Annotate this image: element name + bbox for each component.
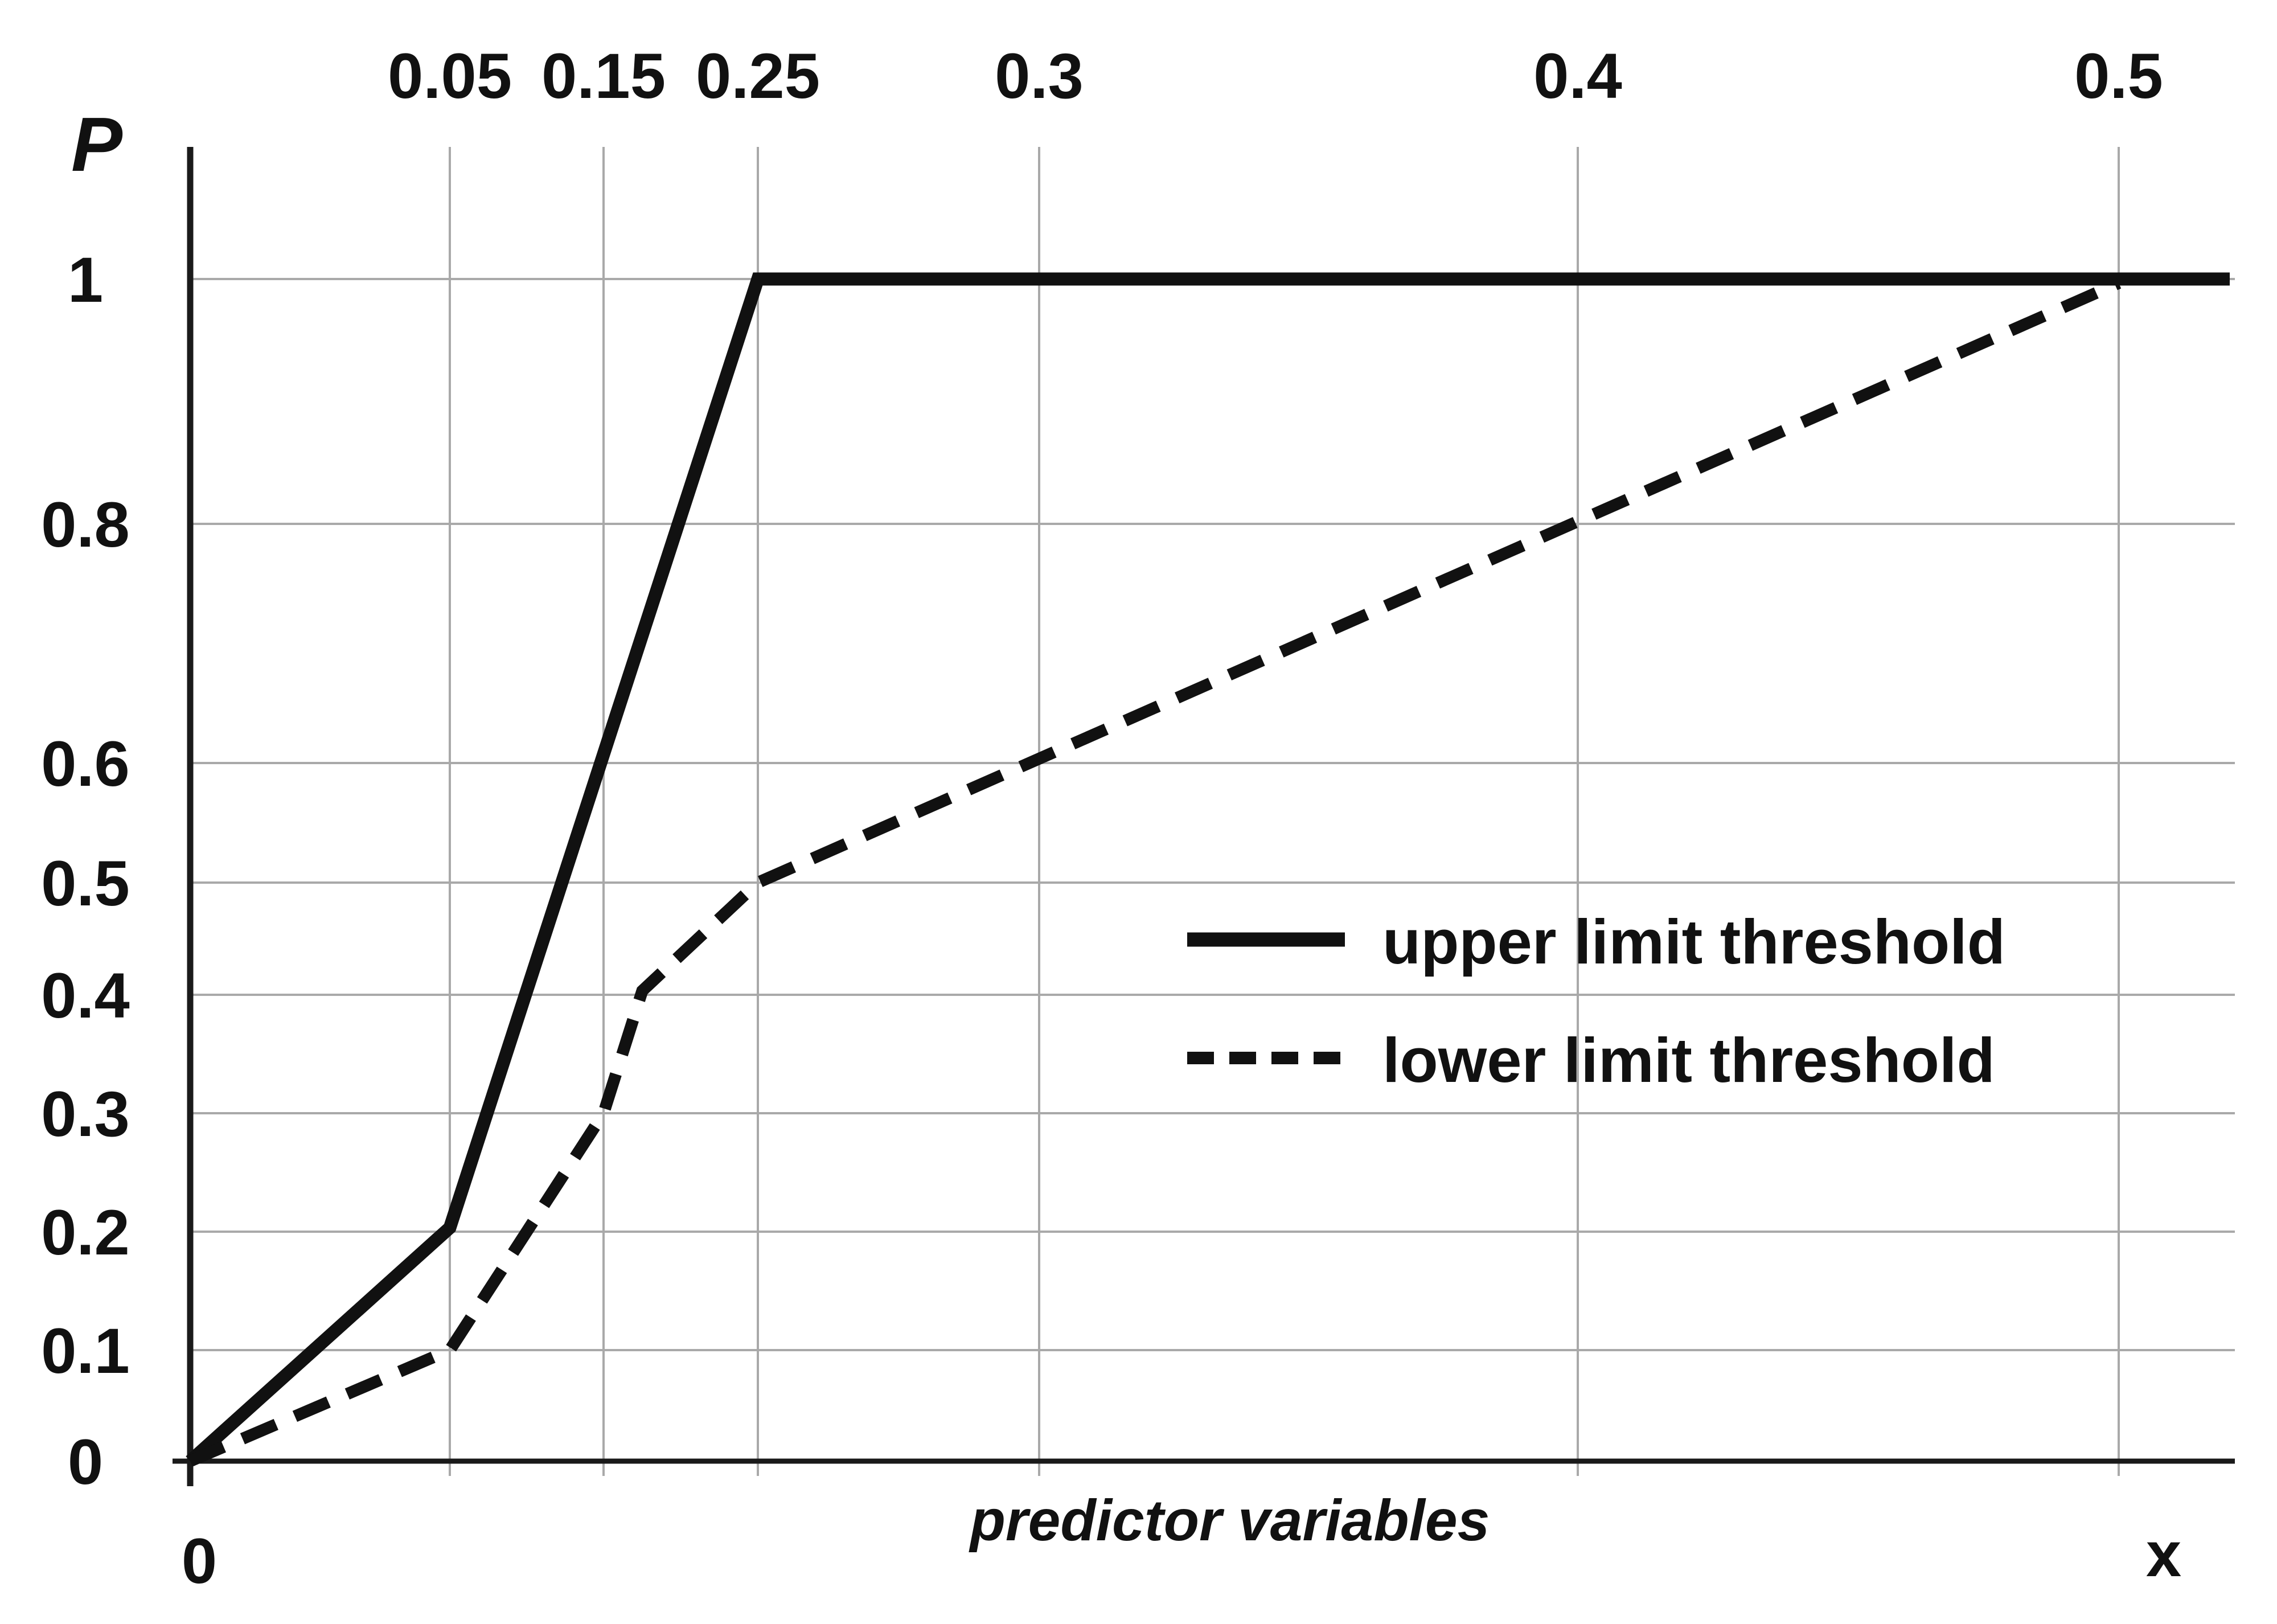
upper-limit-threshold-line (186, 272, 2230, 1466)
axes-layer (173, 147, 2235, 1486)
x-tick-label-0.15: 0.15 (541, 40, 666, 112)
y-axis-zero-label: 0 (68, 1426, 103, 1498)
x-tick-label-0.05: 0.05 (388, 40, 512, 112)
x-axis-title: predictor variables (969, 1488, 1490, 1553)
y-tick-label-0.1: 0.1 (41, 1315, 130, 1387)
y-axis-title: P (71, 101, 123, 187)
x-axis-zero-label: 0 (182, 1525, 217, 1597)
x-tick-label-0.3: 0.3 (995, 40, 1084, 112)
y-tick-label-0.2: 0.2 (41, 1197, 130, 1268)
legend-label-upper: upper limit threshold (1382, 907, 2005, 977)
x-tick-label-0.25: 0.25 (696, 40, 820, 112)
y-tick-label-0.6: 0.6 (41, 728, 130, 799)
y-tick-label-0.5: 0.5 (41, 848, 130, 919)
lower-limit-threshold-line (187, 277, 2122, 1467)
y-tick-label-0.4: 0.4 (41, 960, 130, 1031)
x-tick-label-0.5: 0.5 (2074, 40, 2163, 112)
x-tick-label-0.4: 0.4 (1533, 40, 1622, 112)
y-tick-label-0.3: 0.3 (41, 1078, 130, 1150)
legend-label-lower: lower limit threshold (1382, 1026, 1995, 1096)
legend: upper limit threshold lower limit thresh… (1187, 907, 2005, 1096)
series-layer (186, 272, 2230, 1467)
tick-label-layer: 1 0.8 0.6 0.5 0.4 0.3 0.2 0.1 0.05 0.15 0.25 0.3 0.4… (41, 40, 2163, 1387)
x-axis-end-label: x (2146, 1519, 2181, 1590)
y-tick-label-0.8: 0.8 (41, 489, 130, 560)
y-tick-label-1: 1 (68, 244, 103, 315)
gridline-layer (190, 147, 2235, 1476)
